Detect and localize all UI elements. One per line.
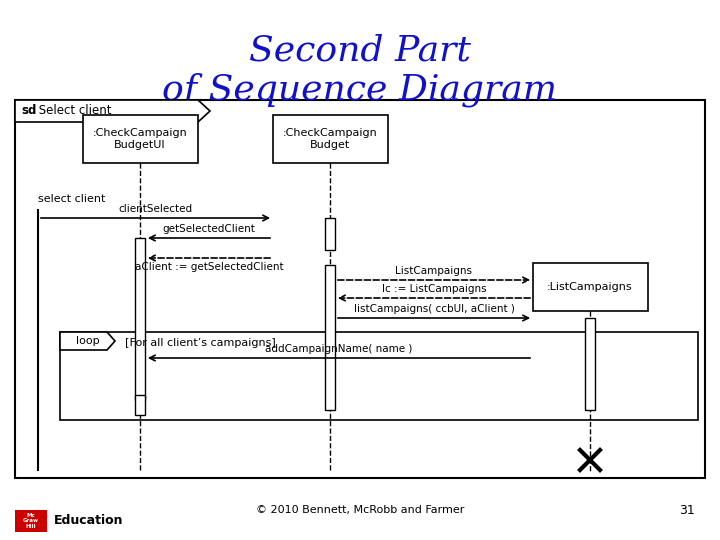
Polygon shape: [60, 332, 115, 350]
Text: ListCampaigns: ListCampaigns: [395, 266, 472, 276]
Text: aClient := getSelectedClient: aClient := getSelectedClient: [135, 262, 283, 272]
Bar: [325, 265, 335, 410]
Bar: [585, 318, 595, 410]
Text: 31: 31: [679, 503, 695, 516]
Bar: [325, 218, 335, 250]
Polygon shape: [15, 100, 210, 122]
Text: Second Part
of Sequence Diagram: Second Part of Sequence Diagram: [163, 33, 557, 107]
Text: getSelectedClient: getSelectedClient: [163, 224, 256, 234]
Bar: [15, 100, 705, 478]
Text: addCampaignName( name ): addCampaignName( name ): [265, 344, 413, 354]
Bar: [273, 115, 388, 163]
Text: © 2010 Bennett, McRobb and Farmer: © 2010 Bennett, McRobb and Farmer: [256, 505, 464, 515]
Text: Education: Education: [54, 515, 124, 528]
Bar: [135, 395, 145, 415]
Text: sd: sd: [21, 105, 37, 118]
Bar: [83, 115, 198, 163]
Text: [For all client’s campaigns]: [For all client’s campaigns]: [125, 338, 276, 348]
Text: loop: loop: [76, 336, 99, 346]
Text: :CheckCampaign
Budget: :CheckCampaign Budget: [283, 128, 377, 150]
Bar: [135, 238, 145, 400]
Text: Select client: Select client: [35, 105, 112, 118]
Text: :ListCampaigns: :ListCampaigns: [547, 282, 633, 292]
Bar: [60, 332, 698, 420]
Text: listCampaigns( ccbUI, aClient ): listCampaigns( ccbUI, aClient ): [354, 304, 514, 314]
Bar: [533, 263, 648, 311]
Text: lc := ListCampaigns: lc := ListCampaigns: [382, 284, 486, 294]
Text: clientSelected: clientSelected: [118, 204, 192, 214]
Text: Mc
Graw
Hill: Mc Graw Hill: [23, 512, 39, 529]
Text: select client: select client: [38, 194, 105, 204]
Text: :CheckCampaign
BudgetUI: :CheckCampaign BudgetUI: [93, 128, 187, 150]
Bar: [15, 510, 47, 532]
